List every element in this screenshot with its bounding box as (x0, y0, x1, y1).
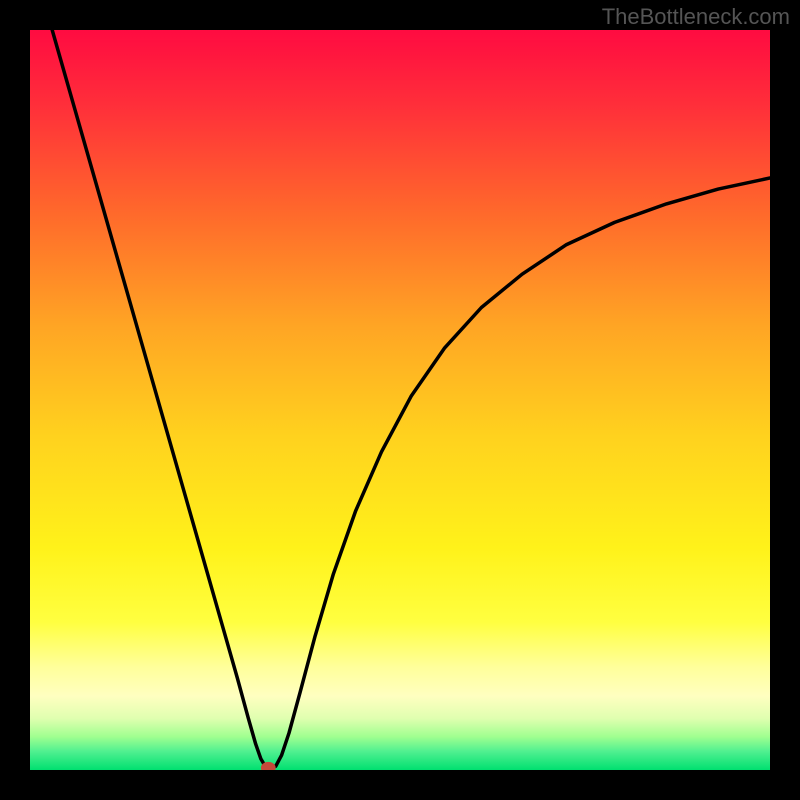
chart-curve-layer (30, 30, 770, 770)
bottleneck-curve (52, 30, 770, 769)
chart-plot-area (30, 30, 770, 770)
watermark-text: TheBottleneck.com (602, 4, 790, 30)
